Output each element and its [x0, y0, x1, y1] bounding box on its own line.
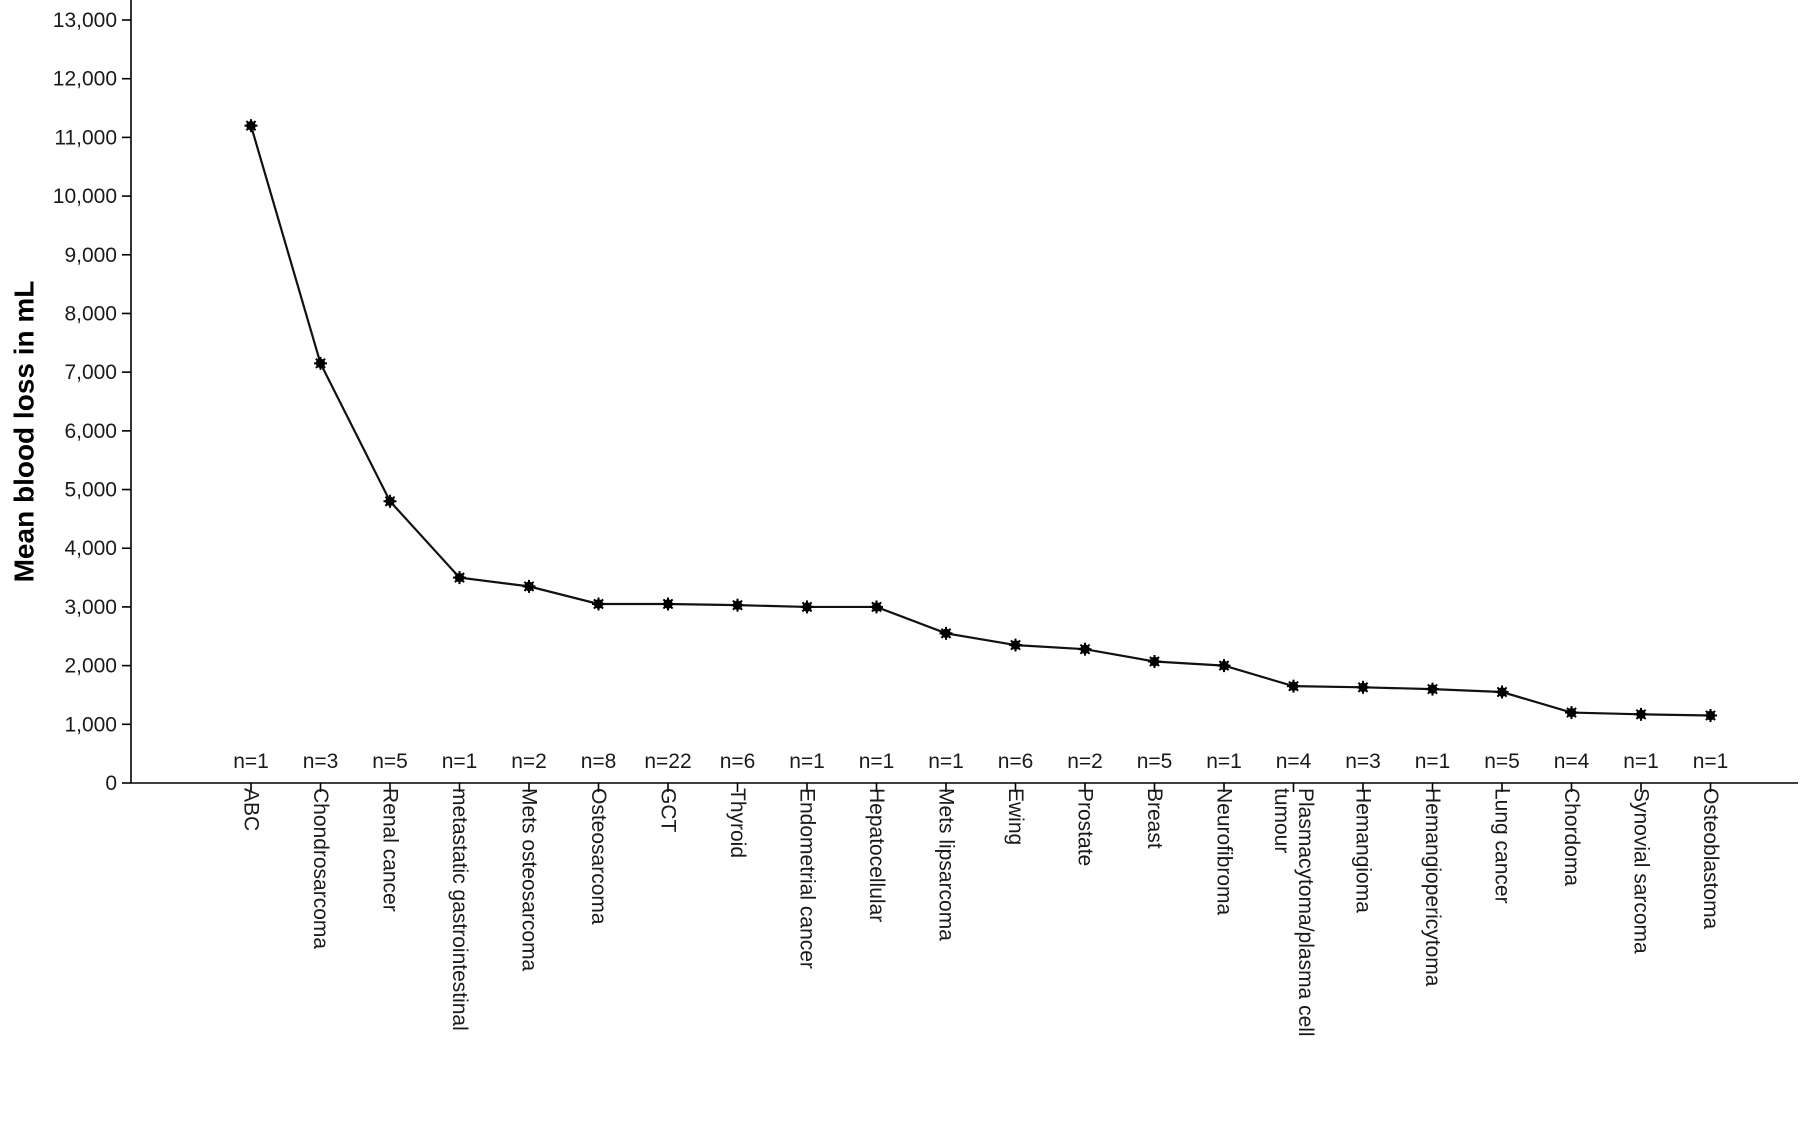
data-point [800, 600, 814, 614]
data-point [383, 494, 397, 508]
x-category-label: Endometrial cancer [796, 788, 819, 969]
x-category-label: metastatic gastrointestinal [448, 788, 471, 1031]
sample-size-label: n=2 [511, 750, 547, 773]
y-tick-label: 5,000 [64, 479, 117, 502]
sample-size-label: n=1 [1693, 750, 1729, 773]
data-point [1148, 655, 1161, 669]
sample-size-label: n=1 [859, 750, 895, 773]
data-point [1356, 680, 1370, 694]
x-category-label: Ewing [1004, 788, 1027, 845]
x-category-label: Osteoblastoma [1699, 788, 1722, 930]
x-category-label: Lung cancer [1491, 788, 1514, 904]
y-tick-label: 1,000 [64, 713, 117, 736]
data-point [939, 626, 953, 640]
data-point [453, 571, 466, 585]
x-category-label: Hemangiopericytoma [1421, 788, 1444, 987]
x-category-label: Hepatocellular [865, 788, 888, 922]
x-category-label: Thyroid [726, 788, 749, 858]
y-axis-title: Mean blood loss in mL [9, 281, 40, 583]
series [244, 119, 1717, 723]
y-tick-label: 12,000 [53, 68, 117, 91]
sample-size-label: n=6 [720, 750, 756, 773]
data-point [661, 597, 675, 611]
x-category-label: ABC [240, 788, 263, 831]
y-tick-label: 10,000 [53, 185, 117, 208]
sample-size-label: n=22 [644, 750, 691, 773]
x-category-label: Chordoma [1560, 788, 1583, 886]
sample-size-label: n=5 [372, 750, 408, 773]
sample-size-label: n=5 [1137, 750, 1173, 773]
data-point [592, 597, 605, 611]
x-category-label: Breast [1143, 788, 1166, 849]
x-category-label: Synovial sarcoma [1630, 788, 1653, 954]
x-category-label: Prostate [1074, 788, 1097, 866]
data-point [1287, 679, 1300, 693]
series-line [249, 125, 1711, 717]
y-tick-label: 6,000 [64, 420, 117, 443]
sample-size-label: n=4 [1554, 750, 1590, 773]
sample-size-label: n=1 [928, 750, 964, 773]
data-point [522, 579, 536, 593]
data-point [244, 119, 258, 133]
x-category-label: tumour [1270, 788, 1293, 853]
sample-size-label: n=4 [1276, 750, 1312, 773]
data-point [731, 598, 744, 612]
y-tick-label: 7,000 [64, 361, 117, 384]
data-point [1426, 682, 1439, 696]
x-category-label: Osteosarcoma [587, 788, 610, 925]
x-category-label: Mets osteosarcoma [518, 788, 541, 972]
sample-size-label: n=3 [1345, 750, 1381, 773]
data-point [1217, 659, 1231, 673]
y-tick-label: 3,000 [64, 596, 117, 619]
x-axis: ABC Chondrosarcoma Renal cancer metastatic … [131, 782, 1798, 1037]
y-tick-label: 11,000 [54, 126, 117, 149]
x-category-label: Chondrosarcoma [309, 788, 332, 949]
x-category-label: Plasmacytoma/plasma cell [1294, 788, 1317, 1037]
sample-size-labels: n=1 n=3 n=5 n=1 n=2 n=8 n=22 n=6 n=1 n=1 n=1 n=6 n=2… [233, 750, 1728, 773]
y-tick-label: 0 [105, 772, 117, 795]
y-tick-label: 2,000 [64, 655, 117, 678]
x-category-label: GCT [657, 788, 680, 833]
sample-size-label: n=1 [1415, 750, 1451, 773]
x-category-label: Renal cancer [379, 788, 402, 912]
sample-size-label: n=3 [303, 750, 339, 773]
x-category-label: Mets lipsarcoma [935, 788, 958, 941]
sample-size-label: n=8 [581, 750, 617, 773]
y-tick-label: 9,000 [64, 244, 117, 267]
sample-size-label: n=1 [442, 750, 478, 773]
x-category-label: Hemangioma [1352, 788, 1375, 913]
data-point [1495, 685, 1509, 699]
data-point [1634, 707, 1648, 721]
sample-size-label: n=1 [1206, 750, 1242, 773]
sample-size-label: n=1 [789, 750, 825, 773]
sample-size-label: n=2 [1067, 750, 1103, 773]
data-point [1565, 706, 1578, 720]
y-tick-label: 8,000 [64, 302, 117, 325]
data-point [1078, 642, 1092, 656]
y-tick-label: 4,000 [64, 537, 117, 560]
sample-size-label: n=6 [998, 750, 1034, 773]
x-category-label: Neurofibroma [1213, 788, 1236, 916]
sample-size-label: n=1 [233, 750, 269, 773]
sample-size-label: n=5 [1484, 750, 1520, 773]
data-point [1009, 638, 1022, 652]
y-tick-label: 13,000 [53, 9, 117, 32]
sample-size-label: n=1 [1623, 750, 1659, 773]
y-axis: 0 1,000 2,000 3,000 4,000 5,000 6,000 7,000 8,00… [53, 0, 132, 795]
data-point [870, 600, 883, 614]
data-point [1704, 709, 1717, 723]
data-point [314, 356, 327, 370]
